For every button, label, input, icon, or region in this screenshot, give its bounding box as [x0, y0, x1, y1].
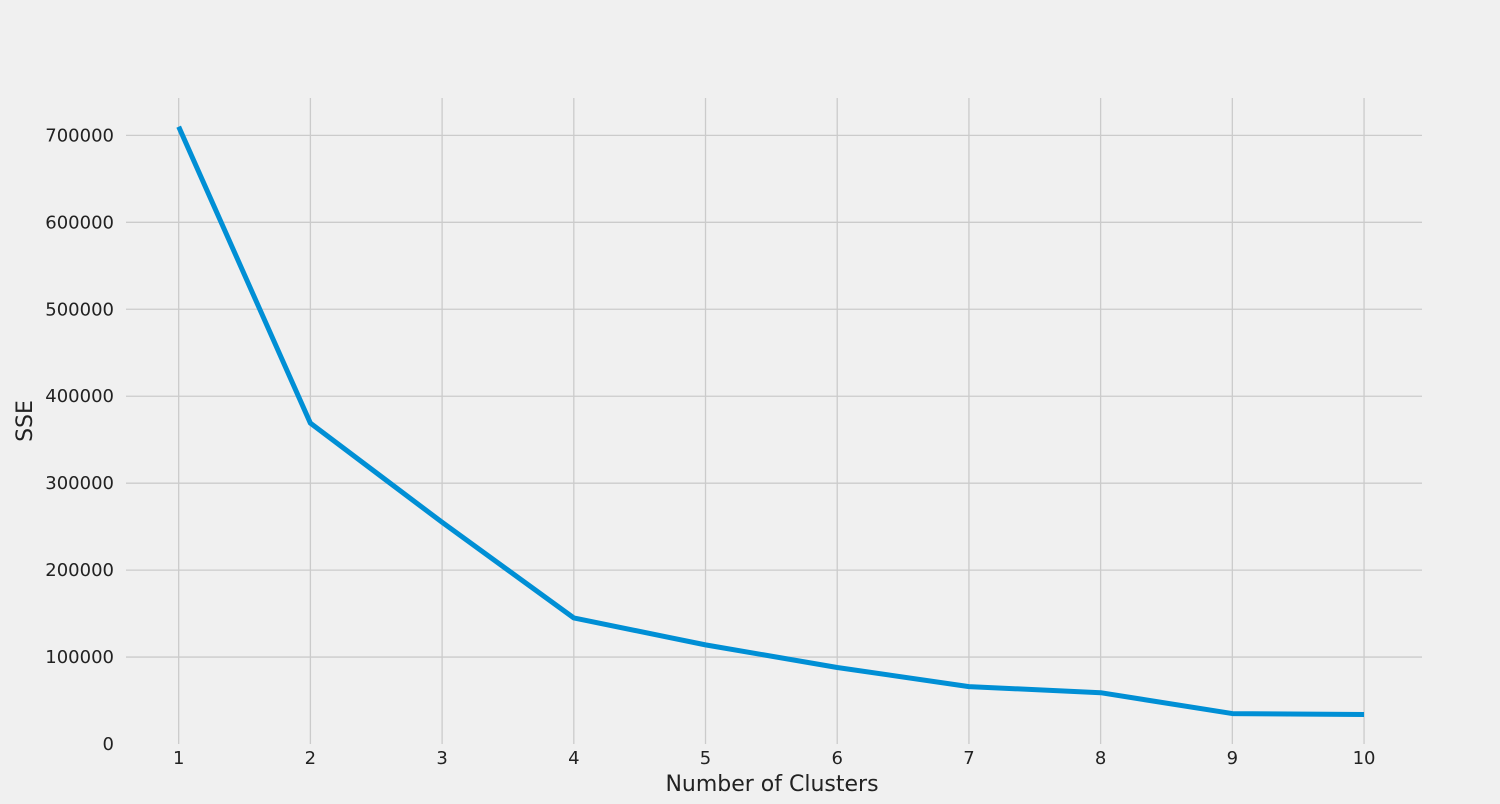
x-axis-label: Number of Clusters — [665, 772, 878, 797]
x-tick-label: 9 — [1227, 748, 1238, 769]
x-tick-label: 8 — [1095, 748, 1106, 769]
y-tick-label: 700000 — [45, 125, 114, 146]
x-tick-label: 6 — [831, 748, 842, 769]
y-tick-label: 600000 — [45, 212, 114, 233]
x-tick-label: 2 — [305, 748, 316, 769]
y-tick-labels: 0 100000 200000 300000 400000 500000 600000 700… — [45, 125, 114, 755]
series-layer — [179, 127, 1365, 715]
grid — [126, 98, 1422, 744]
y-tick-label: 100000 — [45, 647, 114, 668]
y-tick-label: 300000 — [45, 473, 114, 494]
series-line — [179, 127, 1364, 715]
x-tick-label: 4 — [568, 748, 579, 769]
x-tick-label: 10 — [1353, 748, 1376, 769]
y-axis-label: SSE — [13, 400, 38, 442]
x-tick-label: 7 — [963, 748, 974, 769]
y-tick-label: 0 — [103, 734, 114, 755]
y-tick-label: 500000 — [45, 299, 114, 320]
y-tick-label: 400000 — [45, 386, 114, 407]
x-tick-label: 1 — [173, 748, 184, 769]
y-tick-label: 200000 — [45, 560, 114, 581]
x-tick-label: 5 — [700, 748, 711, 769]
x-tick-label: 3 — [436, 748, 447, 769]
x-tick-labels: 1 2 3 4 5 6 7 8 9 10 — [173, 748, 1376, 769]
